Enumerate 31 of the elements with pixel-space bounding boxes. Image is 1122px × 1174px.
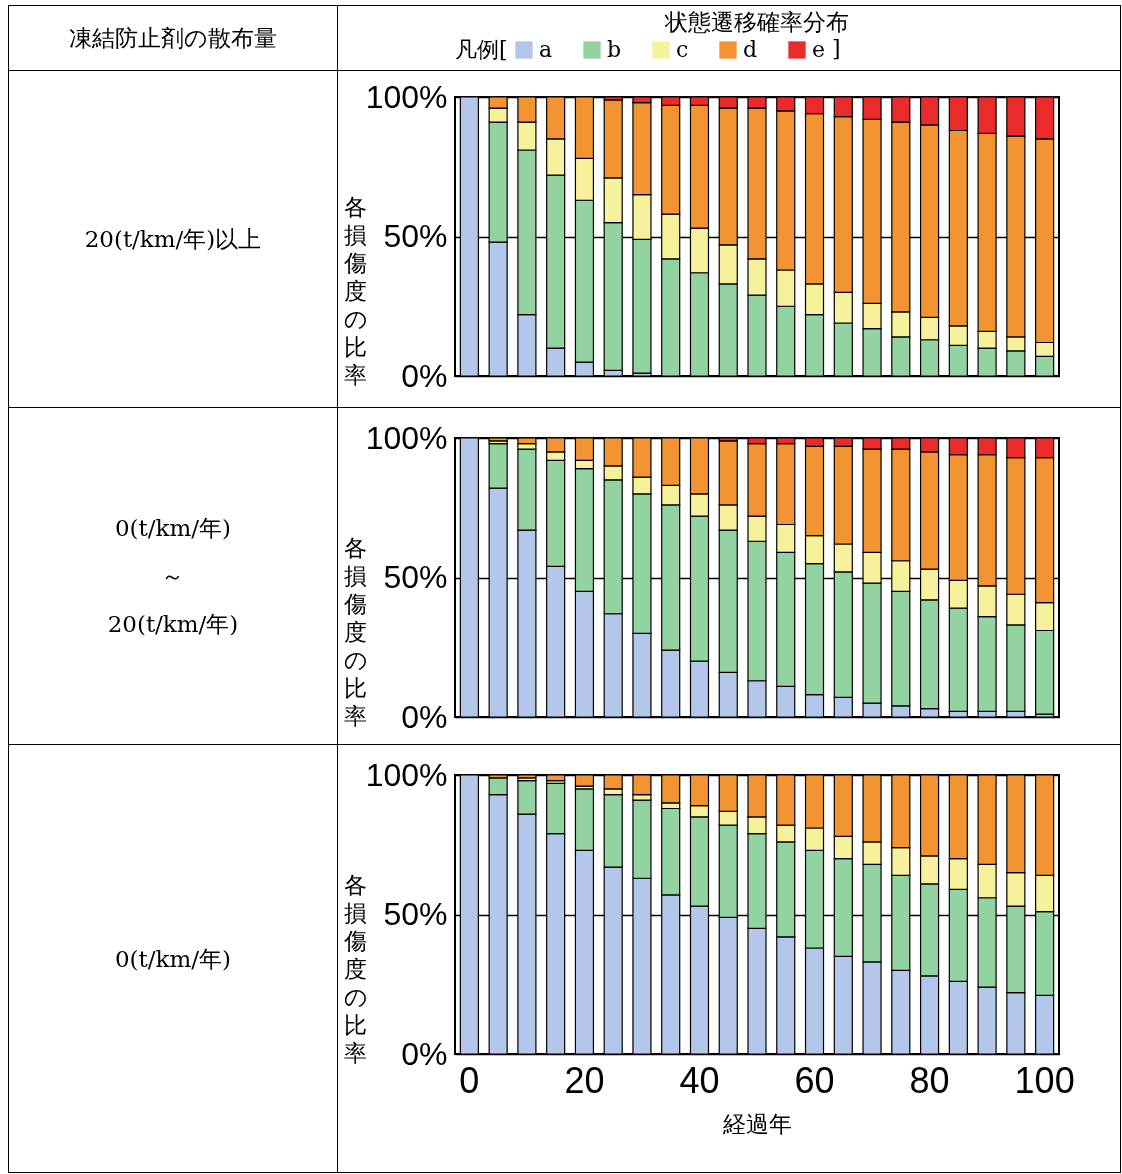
- y-tick-label: 50%: [383, 896, 448, 932]
- y-axis-title: 各損傷度の比率: [343, 534, 368, 729]
- x-tick-label: 0: [459, 1059, 480, 1101]
- text: 0(t/km/年) ～ 20(t/km/年): [8, 407, 338, 745]
- legend-label: b: [607, 37, 622, 62]
- legend-label: e: [812, 37, 826, 62]
- y-tick-label: 100%: [365, 78, 448, 115]
- y-tick-label: 50%: [383, 218, 448, 254]
- x-tick-label: 60: [794, 1059, 835, 1101]
- legend-label: d: [743, 37, 758, 62]
- x-axis-title: 経過年: [722, 1110, 792, 1137]
- x-tick-label: 20: [564, 1059, 605, 1101]
- chart-title: 状態遷移確率分布: [664, 9, 849, 35]
- y-tick-label: 0%: [401, 357, 448, 394]
- text: ]: [832, 35, 841, 61]
- text: 凍結防止剤の散布量: [8, 5, 338, 71]
- x-tick-label: 80: [909, 1059, 950, 1101]
- y-tick-label: 0%: [401, 698, 448, 735]
- legend-label: a: [539, 37, 553, 62]
- text: 0(t/km/年): [8, 744, 338, 1173]
- y-tick-label: 100%: [365, 419, 448, 456]
- legend-label: c: [676, 37, 689, 62]
- y-tick-label: 50%: [383, 559, 448, 595]
- x-tick-label: 100: [1014, 1059, 1075, 1101]
- y-axis-title: 各損傷度の比率: [343, 193, 368, 388]
- text: 20(t/km/年)以上: [8, 70, 338, 408]
- y-axis-title: 各損傷度の比率: [343, 871, 368, 1066]
- y-tick-label: 0%: [401, 1035, 448, 1072]
- y-tick-label: 100%: [365, 756, 448, 793]
- legend-title: 凡例[: [455, 37, 508, 62]
- x-tick-label: 40: [679, 1059, 720, 1101]
